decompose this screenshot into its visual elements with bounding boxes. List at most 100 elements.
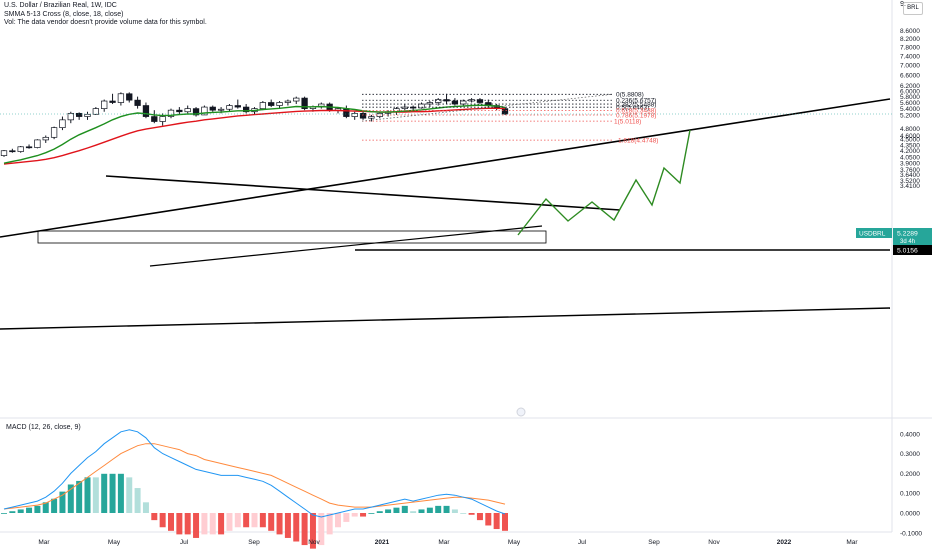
price-tick-label: 4.8000	[900, 126, 920, 133]
time-tick-label: May	[508, 539, 521, 546]
macd-histogram-bar	[343, 513, 349, 522]
macd-histogram-bar	[93, 477, 99, 513]
macd-histogram-bar	[410, 511, 416, 513]
macd-histogram-bar	[176, 513, 182, 534]
upper-channel-line	[0, 99, 890, 237]
candle	[227, 106, 233, 110]
candle	[268, 103, 274, 106]
price-badge-value: 5.2289	[897, 231, 918, 238]
candle	[85, 114, 91, 116]
candle	[502, 109, 508, 114]
time-tick-label: Sep	[648, 539, 660, 546]
macd-tick-label: 0.1000	[900, 491, 920, 498]
macd-histogram-bar	[101, 474, 107, 513]
macd-histogram-bar	[252, 513, 258, 527]
fib-level-label: 1(5.0118)	[614, 118, 641, 125]
candle	[68, 113, 74, 120]
macd-histogram-bar	[368, 513, 374, 514]
time-tick-label: Mar	[438, 539, 450, 546]
macd-histogram-bar	[460, 513, 466, 514]
candle	[218, 109, 224, 110]
macd-histogram-bar	[277, 513, 283, 534]
candle	[60, 120, 66, 128]
price-badge-countdown: 3d 4h	[900, 239, 915, 245]
candle	[1, 151, 7, 156]
candle	[235, 106, 241, 108]
candle	[126, 94, 132, 100]
candle	[35, 140, 41, 148]
macd-histogram-bar	[210, 513, 216, 534]
candle	[260, 103, 266, 109]
macd-histogram-bar	[402, 506, 408, 513]
macd-histogram-bar	[360, 513, 366, 517]
macd-histogram-bar	[335, 513, 341, 527]
candle	[185, 109, 191, 112]
macd-histogram-bar	[444, 506, 450, 513]
macd-histogram-bar	[76, 481, 82, 513]
price-tick-label: 7.4000	[900, 53, 920, 60]
macd-histogram-bar	[193, 513, 199, 538]
candle	[93, 109, 99, 115]
macd-histogram-bar	[352, 513, 358, 517]
macd-histogram-bar	[118, 474, 124, 513]
lower-support-line	[0, 308, 890, 329]
candle	[285, 101, 291, 102]
macd-histogram-bar	[34, 506, 40, 513]
macd-tick-label: 0.2000	[900, 471, 920, 478]
macd-histogram-bar	[435, 506, 441, 513]
price-tick-label: 7.0000	[900, 63, 920, 70]
macd-histogram-bar	[268, 513, 274, 531]
time-tick-label: Mar	[846, 539, 858, 546]
macd-histogram-bar	[469, 513, 475, 515]
macd-histogram-bar	[419, 509, 425, 513]
price-tick-label: 3.4100	[900, 183, 920, 190]
candle	[293, 98, 299, 101]
macd-histogram-bar	[235, 513, 241, 527]
macd-histogram-bar	[385, 509, 391, 513]
macd-histogram-bar	[51, 499, 57, 513]
support-level-value: 5.0156	[897, 248, 918, 255]
macd-tick-label: 0.0000	[900, 511, 920, 518]
price-tick-label: 8.6000	[900, 28, 920, 35]
macd-histogram-bar	[393, 508, 399, 513]
candle	[460, 101, 466, 104]
macd-histogram-bar	[85, 477, 91, 513]
ascending-support-line	[150, 226, 542, 266]
candle	[135, 100, 141, 105]
macd-histogram-bar	[494, 513, 500, 529]
candle	[177, 110, 183, 112]
macd-histogram-bar	[143, 502, 149, 513]
macd-histogram-bar	[243, 513, 249, 527]
time-tick-label: Jul	[180, 539, 189, 546]
macd-histogram-bar	[477, 513, 483, 520]
macd-histogram-bar	[26, 508, 32, 513]
macd-histogram-bar	[135, 488, 141, 513]
time-tick-label: 2021	[375, 539, 390, 546]
macd-histogram-bar	[9, 511, 15, 513]
time-tick-label: Nov	[708, 539, 720, 546]
candle	[210, 107, 216, 110]
macd-histogram-bar	[126, 477, 132, 513]
macd-histogram-bar	[1, 513, 7, 514]
candle	[452, 101, 458, 104]
candle	[118, 94, 124, 103]
candle	[26, 147, 32, 148]
candle	[18, 147, 24, 152]
macd-histogram-bar	[185, 513, 191, 534]
macd-histogram-bar	[285, 513, 291, 538]
time-tick-label: May	[108, 539, 121, 546]
macd-histogram-bar	[226, 513, 232, 531]
candle	[277, 103, 283, 106]
time-tick-label: Mar	[38, 539, 50, 546]
macd-histogram-bar	[218, 513, 224, 534]
candle	[369, 117, 375, 119]
candle	[160, 117, 166, 122]
candle	[51, 128, 57, 138]
fib-level-label: 1.618(4.4748)	[618, 137, 658, 144]
macd-histogram-bar	[260, 513, 266, 527]
macd-histogram-bar	[377, 511, 383, 513]
candle	[43, 137, 49, 140]
price-tick-label: 7.8000	[900, 44, 920, 51]
macd-tick-label: -0.1000	[900, 530, 922, 537]
